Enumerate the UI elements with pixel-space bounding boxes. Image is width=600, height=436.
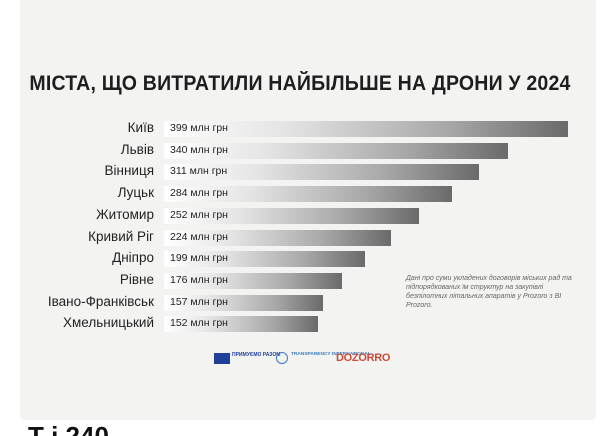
value-label: 176 млн грн <box>170 273 228 286</box>
bar <box>164 121 568 137</box>
source-note: Дані про суми укладених договорів міськи… <box>406 275 572 309</box>
category-label: Кривий Ріг <box>88 228 154 244</box>
category-label: Луцьк <box>117 185 154 201</box>
dozorro-logo-text: DOZORRO <box>336 352 391 364</box>
bar <box>164 207 420 224</box>
bar-row: Львів 340 млн грн <box>0 141 600 160</box>
category-label: Рівне <box>119 271 154 287</box>
value-label: 311 млн грн <box>170 165 228 178</box>
bar-row: Луцьк 284 млн грн <box>0 185 600 203</box>
bar-row: Івано-Франківськ 157 млн грн <box>0 293 600 312</box>
bar-row: Кривий Ріг 224 млн грн <box>0 228 600 247</box>
category-label: Хмельницький <box>62 315 154 331</box>
bar-row: Рівне 176 млн грн <box>0 271 600 290</box>
next-section-heading: Т і 240 <box>28 421 109 436</box>
ti-logo-text: TRANSPARENCY INTERNATIONAL <box>291 352 371 357</box>
eu-flag-icon <box>214 353 230 364</box>
value-label: 152 млн грн <box>170 317 228 330</box>
value-label: 224 млн грн <box>170 230 228 243</box>
bar-row: Хмельницький 152 млн грн <box>0 315 600 333</box>
transparency-international-logo: TRANSPARENCY INTERNATIONAL <box>276 351 371 367</box>
bar-row: Вінниця 311 млн грн <box>0 163 600 181</box>
category-label: Львів <box>120 141 154 157</box>
bar <box>164 142 509 159</box>
eu-logo-text: ПРИМУЄМО РАЗОМ <box>232 352 281 358</box>
category-label: Івано-Франківськ <box>47 293 154 309</box>
bar-row: Дніпро 199 млн грн <box>0 250 600 268</box>
bar <box>164 251 366 268</box>
category-label: Дніпро <box>112 250 154 266</box>
category-label: Житомир <box>96 206 154 222</box>
bar <box>164 164 479 181</box>
bar <box>164 272 343 289</box>
category-label: Київ <box>127 120 154 135</box>
bar-row: Житомир 252 млн грн <box>0 206 600 225</box>
chart-title: МІСТА, ЩО ВИТРАТИЛИ НАЙБІЛЬШЕ НА ДРОНИ У… <box>29 72 571 95</box>
bar <box>164 316 318 333</box>
bar-row: Київ 399 млн грн <box>0 120 600 138</box>
bar <box>164 294 323 311</box>
dozorro-logo: DOZORRO <box>336 351 391 367</box>
eu-logo: ПРИМУЄМО РАЗОМ <box>214 351 280 367</box>
value-label: 252 млн грн <box>170 208 228 221</box>
value-label: 399 млн грн <box>170 122 228 134</box>
category-label: Вінниця <box>104 163 155 179</box>
value-label: 157 млн грн <box>170 295 228 308</box>
value-label: 340 млн грн <box>170 143 228 156</box>
value-label: 199 млн грн <box>170 252 228 265</box>
globe-icon <box>276 352 288 364</box>
bar <box>164 229 391 246</box>
bar <box>164 186 452 203</box>
value-label: 284 млн грн <box>170 187 228 200</box>
